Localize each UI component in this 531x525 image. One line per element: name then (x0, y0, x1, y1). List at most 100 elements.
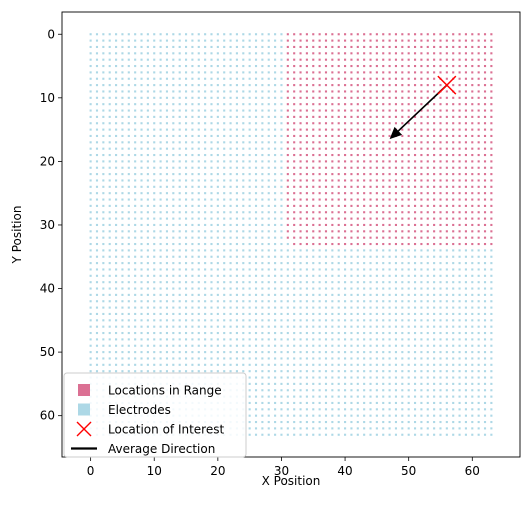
electrode-point (274, 185, 277, 188)
electrode-point (407, 408, 410, 411)
electrode-point (146, 331, 149, 335)
x-tick-label: 0 (87, 464, 95, 478)
electrode-point (483, 300, 487, 303)
range-point (312, 166, 315, 169)
electrode-point (235, 338, 238, 341)
range-point (401, 58, 404, 61)
range-point (401, 198, 404, 201)
electrode-point (331, 344, 334, 347)
range-point (375, 134, 378, 138)
electrode-point (115, 153, 118, 157)
electrode-point (191, 153, 194, 157)
electrode-point (464, 293, 467, 296)
electrode-point (312, 427, 315, 430)
range-point (337, 58, 340, 61)
range-point (305, 217, 308, 220)
range-point (413, 58, 417, 61)
range-point (344, 211, 347, 214)
electrode-point (159, 52, 162, 55)
range-point (369, 52, 372, 55)
electrode-point (115, 204, 118, 207)
range-point (471, 103, 474, 106)
electrode-point (121, 312, 124, 316)
range-point (382, 198, 385, 201)
range-point (350, 173, 353, 176)
range-point (375, 58, 378, 61)
electrode-point (452, 395, 455, 398)
electrode-point (229, 77, 232, 80)
electrode-point (433, 382, 436, 385)
electrode-point (127, 262, 130, 265)
range-point (350, 166, 353, 169)
range-point (293, 45, 296, 49)
range-point (318, 160, 321, 163)
electrode-point (280, 306, 283, 309)
electrode-point (191, 363, 194, 366)
electrode-point (420, 357, 423, 360)
electrode-point (363, 331, 366, 335)
electrode-point (223, 84, 226, 87)
range-point (426, 179, 429, 182)
range-point (401, 103, 404, 106)
range-point (331, 211, 334, 214)
range-point (305, 173, 308, 176)
electrode-point (153, 192, 156, 195)
electrode-point (477, 427, 480, 430)
range-point (433, 58, 436, 61)
electrode-point (146, 344, 149, 347)
electrode-point (407, 376, 410, 379)
range-point (388, 64, 391, 68)
range-point (420, 204, 423, 207)
electrode-point (267, 427, 270, 430)
electrode-point (184, 96, 188, 99)
electrode-point (115, 255, 118, 258)
range-point (394, 109, 398, 112)
electrode-point (108, 344, 111, 347)
electrode-point (350, 274, 353, 277)
range-point (420, 52, 423, 55)
electrode-point (235, 370, 238, 373)
electrode-point (178, 198, 181, 201)
range-point (369, 109, 372, 112)
electrode-point (452, 433, 455, 436)
electrode-point (115, 262, 118, 265)
electrode-point (280, 192, 283, 195)
range-point (286, 147, 289, 150)
electrode-point (261, 198, 264, 201)
electrode-point (445, 249, 448, 252)
legend-swatch (78, 403, 90, 416)
electrode-point (388, 325, 391, 328)
electrode-point (146, 115, 149, 118)
range-point (452, 115, 455, 118)
electrode-point (407, 420, 410, 424)
electrode-point (178, 338, 181, 341)
range-point (356, 115, 359, 118)
electrode-point (293, 274, 296, 277)
electrode-point (254, 33, 258, 36)
range-point (344, 198, 347, 201)
range-point (483, 204, 487, 207)
electrode-point (464, 274, 467, 277)
electrode-point (420, 331, 423, 335)
range-point (375, 153, 378, 157)
electrode-point (235, 160, 238, 163)
range-point (369, 217, 372, 220)
electrode-point (407, 319, 410, 322)
electrode-point (356, 389, 359, 392)
electrode-point (312, 255, 315, 258)
electrode-point (115, 141, 118, 144)
electrode-point (305, 331, 308, 335)
electrode-point (293, 293, 296, 296)
range-point (369, 58, 372, 61)
electrode-point (172, 363, 175, 366)
electrode-point (439, 389, 442, 392)
electrode-point (184, 198, 188, 201)
electrode-point (127, 287, 130, 290)
electrode-point (172, 58, 175, 61)
electrode-point (178, 274, 181, 277)
electrode-point (184, 293, 188, 296)
electrode-point (477, 401, 480, 405)
electrode-point (445, 414, 448, 417)
electrode-point (95, 71, 99, 74)
range-point (312, 64, 315, 68)
